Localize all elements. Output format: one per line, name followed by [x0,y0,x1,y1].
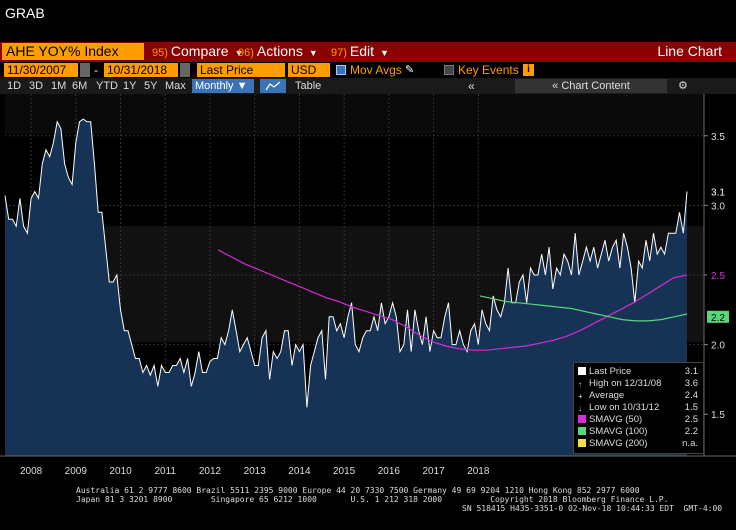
expand-icon: « [552,80,559,92]
chevron-down-icon: ▼ [308,48,318,58]
legend-sma50: SMAVG (50) 2.5 [578,414,700,425]
legend: Last Price 3.1 ↑ High on 12/31/08 3.6 + Aver… [573,362,704,454]
legend-high: ↑ High on 12/31/08 3.6 [578,378,698,390]
price-area [5,119,687,456]
legend-label: Low on 10/31/12 [589,402,660,413]
series-line-last-price [4,118,688,408]
x-tick-label: 2010 [109,466,132,477]
series-line-sma50 [217,249,688,351]
last-value-label-bg [707,185,729,198]
key-events-checkbox[interactable] [444,65,454,75]
compare-number: 95) [152,47,168,59]
y-tick-label: 3.5 [711,132,725,143]
x-tick-label: 2009 [65,466,88,477]
gear-icon[interactable]: ⚙ [678,80,688,92]
legend-label: High on 12/31/08 [589,378,662,389]
x-tick-label: 2015 [333,466,356,477]
ticker-field[interactable]: AHE YOY% Index [2,43,144,60]
legend-average: + Average 2.4 [578,390,698,402]
legend-value: 1.5 [684,402,698,413]
plot-band [5,94,704,134]
last-value-label: 3.1 [711,187,725,198]
frequency-label: Monthly [195,80,234,92]
chevron-down-icon: ▼ [234,48,244,58]
edit-label: Edit [349,43,375,59]
period-button-1y[interactable]: 1Y [123,80,137,92]
y-tick-label: 2.0 [711,341,725,352]
legend-value: 2.2 [684,426,698,437]
legend-value: 2.4 [684,390,698,401]
calendar-icon[interactable] [80,63,90,77]
x-tick-label: 2012 [199,466,222,477]
series-line-sma100 [479,295,688,322]
footer-line-1: Australia 61 2 9777 8600 Brazil 5511 239… [76,486,640,495]
chart-content-label: Chart Content [561,80,630,92]
x-tick-label: 2008 [20,466,43,477]
legend-low: ↓ Low on 10/31/12 1.5 [578,402,698,414]
info-icon[interactable]: i [523,64,534,76]
footer: Australia 61 2 9777 8600 Brazil 5511 239… [0,486,736,513]
period-button-max[interactable]: Max [165,80,186,92]
legend-value: n.a. [682,438,698,449]
legend-value: 2.5 [684,414,698,425]
y-tick-label: 3.0 [711,201,725,212]
key-events-label: Key Events [458,63,519,77]
x-tick-label: 2013 [244,466,267,477]
start-date-field[interactable]: 11/30/2007 [4,63,78,77]
legend-label: SMAVG (50) [589,414,643,425]
line-style-icon[interactable] [260,79,286,93]
legend-label: Average [589,390,625,401]
line-chart: 1.5 2.0 2.5 3.0 3.5 2008 2009 2010 2011 2012 2013 2… [0,94,736,477]
mov-avgs-checkbox[interactable] [336,65,346,75]
period-button-3d[interactable]: 3D [29,80,44,92]
mov-avgs-label: Mov Avgs [350,63,402,77]
legend-last-price: Last Price 3.1 [578,366,700,377]
date-separator: - [94,63,98,77]
footer-line-2: Japan 81 3 3201 8900 Singapore 65 6212 1… [76,495,669,504]
end-date-field[interactable]: 10/31/2018 [104,63,178,77]
period-button-1m[interactable]: 1M [51,80,67,92]
legend-sma100: SMAVG (100) 2.2 [578,426,700,437]
period-button-5y[interactable]: 5Y [144,80,158,92]
legend-label: SMAVG (100) [589,426,648,437]
window-title: GRAB [5,5,45,21]
legend-label: Last Price [589,366,632,377]
compare-label: Compare [170,43,229,59]
view-title: Line Chart [657,43,722,59]
edit-number: 97) [331,47,347,59]
y-tick-label: 1.5 [711,410,725,421]
period-button-1d[interactable]: 1D [7,80,22,92]
x-tick-label: 2018 [467,466,490,477]
footer-line-3: SN 518415 H435-3351-0 02-Nov-18 10:44:33… [462,504,723,513]
period-button-ytd[interactable]: YTD [96,80,118,92]
field-select[interactable]: Last Price [197,63,285,77]
chart-content-button[interactable]: « Chart Content [515,79,667,93]
pencil-icon[interactable]: ✎ [405,64,415,76]
legend-value: 3.6 [684,378,698,389]
chevron-down-icon: ▼ [380,48,389,58]
x-tick-label: 2016 [378,466,401,477]
sma100-value-label: 2.2 [711,313,725,324]
table-button[interactable]: Table [295,80,322,92]
collapse-icon[interactable]: « [468,79,475,93]
period-button-6m[interactable]: 6M [72,80,88,92]
actions-label: Actions [256,43,303,59]
edit-menu[interactable]: 97) Edit ▼ [331,43,389,60]
x-tick-label: 2017 [422,466,445,477]
sma50-value-label: 2.5 [711,271,725,282]
actions-menu[interactable]: 96) Actions ▼ [238,43,318,60]
calendar-icon[interactable] [180,63,190,77]
legend-sma200: SMAVG (200) n.a. [578,438,700,449]
currency-select[interactable]: USD [288,63,330,77]
compare-menu[interactable]: 95) Compare ▼ [152,43,243,60]
x-tick-label: 2014 [288,466,311,477]
actions-number: 96) [238,47,254,59]
sma50-value-label-bg [707,269,729,281]
legend-label: SMAVG (200) [589,438,648,449]
frequency-select[interactable]: Monthly ▼ [192,79,254,93]
legend-value: 3.1 [684,366,698,377]
command-bar [0,42,736,62]
sma100-value-label-bg [707,310,729,323]
x-tick-label: 2011 [154,466,176,477]
